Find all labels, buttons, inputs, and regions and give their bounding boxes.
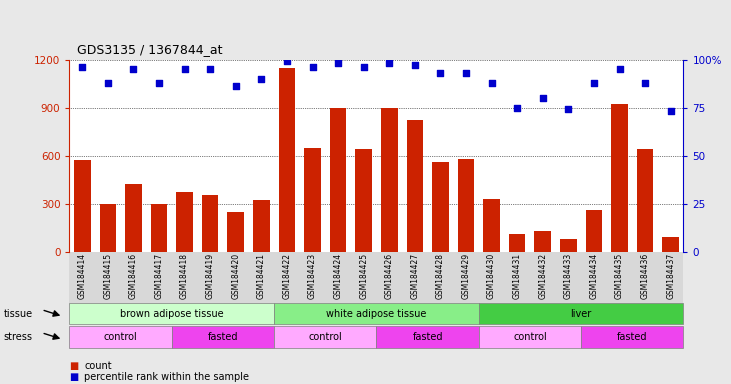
Point (204, 66, 216, 72)
Point (178, 66, 190, 72)
Text: ■: ■ (69, 361, 79, 371)
Text: liver: liver (570, 309, 592, 319)
Bar (662, 237, 679, 252)
Text: fasted: fasted (412, 332, 443, 342)
Point (281, 58, 292, 65)
Bar (534, 231, 551, 252)
Bar (560, 239, 577, 252)
Bar (227, 212, 244, 252)
Point (77, 64, 88, 70)
Point (332, 60, 344, 66)
Bar (381, 108, 398, 252)
Point (256, 76, 268, 82)
Point (485, 79, 497, 86)
Point (588, 79, 599, 86)
Point (563, 106, 575, 113)
Text: ■: ■ (69, 372, 79, 382)
Text: count: count (84, 361, 112, 371)
Point (537, 95, 548, 101)
Text: percentile rank within the sample: percentile rank within the sample (84, 372, 249, 382)
Bar (202, 195, 219, 252)
Bar (125, 184, 142, 252)
Text: GDS3135 / 1367844_at: GDS3135 / 1367844_at (77, 43, 222, 56)
Bar (637, 149, 654, 252)
Bar (253, 200, 270, 252)
Point (664, 108, 676, 114)
Text: tissue: tissue (4, 309, 33, 319)
Point (307, 64, 319, 70)
Text: stress: stress (4, 332, 33, 342)
Text: fasted: fasted (617, 332, 648, 342)
Text: brown adipose tissue: brown adipose tissue (120, 309, 224, 319)
Point (154, 79, 165, 86)
Point (614, 66, 626, 72)
Point (383, 60, 395, 66)
Point (639, 79, 651, 86)
Bar (586, 210, 602, 252)
Text: fasted: fasted (208, 332, 238, 342)
Bar (483, 199, 500, 252)
Bar (176, 192, 193, 252)
Bar (304, 147, 321, 252)
Text: white adipose tissue: white adipose tissue (326, 309, 427, 319)
Point (461, 70, 472, 76)
Point (409, 62, 421, 68)
Bar (74, 161, 91, 252)
Point (511, 104, 523, 111)
Bar (279, 68, 295, 252)
Bar (330, 108, 346, 252)
Bar (151, 204, 167, 252)
Text: control: control (308, 332, 342, 342)
Point (127, 66, 139, 72)
Bar (611, 104, 628, 252)
Point (357, 64, 369, 70)
Text: control: control (513, 332, 547, 342)
Point (102, 79, 114, 86)
Point (230, 83, 241, 89)
Point (434, 70, 446, 76)
Text: control: control (104, 332, 137, 342)
Bar (432, 162, 449, 252)
Bar (509, 234, 526, 252)
Bar (355, 149, 372, 252)
Bar (406, 120, 423, 252)
Bar (458, 159, 474, 252)
Bar (99, 204, 116, 252)
